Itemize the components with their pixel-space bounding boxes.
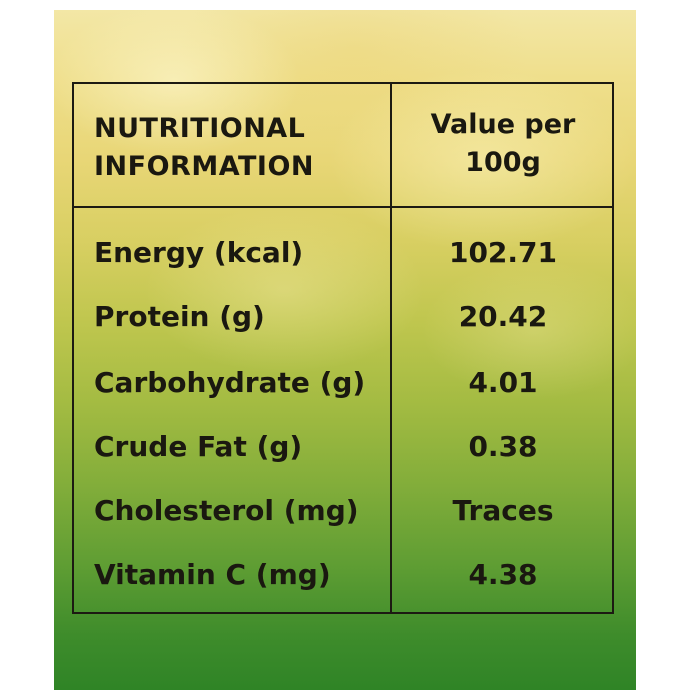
nutrition-panel: NUTRITIONAL INFORMATION Value per 100g E…	[54, 10, 636, 690]
row-label-vitamin-c: Vitamin C (mg)	[94, 558, 331, 591]
row-label-crude-fat: Crude Fat (g)	[94, 430, 303, 463]
column-divider	[390, 84, 392, 612]
row-label-cholesterol: Cholesterol (mg)	[94, 494, 359, 527]
row-value-vitamin-c: 4.38	[468, 558, 538, 591]
header-right-line2: 100g	[465, 147, 541, 178]
header-left-line1: NUTRITIONAL	[94, 113, 306, 144]
nutrition-table: NUTRITIONAL INFORMATION Value per 100g E…	[72, 82, 614, 614]
row-value-carbohydrate: 4.01	[468, 366, 538, 399]
header-divider	[74, 206, 612, 208]
row-label-energy: Energy (kcal)	[94, 236, 304, 269]
row-label-carbohydrate: Carbohydrate (g)	[94, 366, 366, 399]
row-value-cholesterol: Traces	[452, 494, 554, 527]
header-nutritional-information: NUTRITIONAL INFORMATION	[94, 110, 314, 186]
header-right-line1: Value per	[430, 109, 576, 140]
header-left-line2: INFORMATION	[94, 151, 315, 182]
header-value-per-100g: Value per 100g	[392, 106, 614, 182]
row-label-protein: Protein (g)	[94, 300, 265, 333]
row-value-crude-fat: 0.38	[468, 430, 538, 463]
row-value-energy: 102.71	[448, 236, 558, 269]
row-value-protein: 20.42	[458, 300, 548, 333]
